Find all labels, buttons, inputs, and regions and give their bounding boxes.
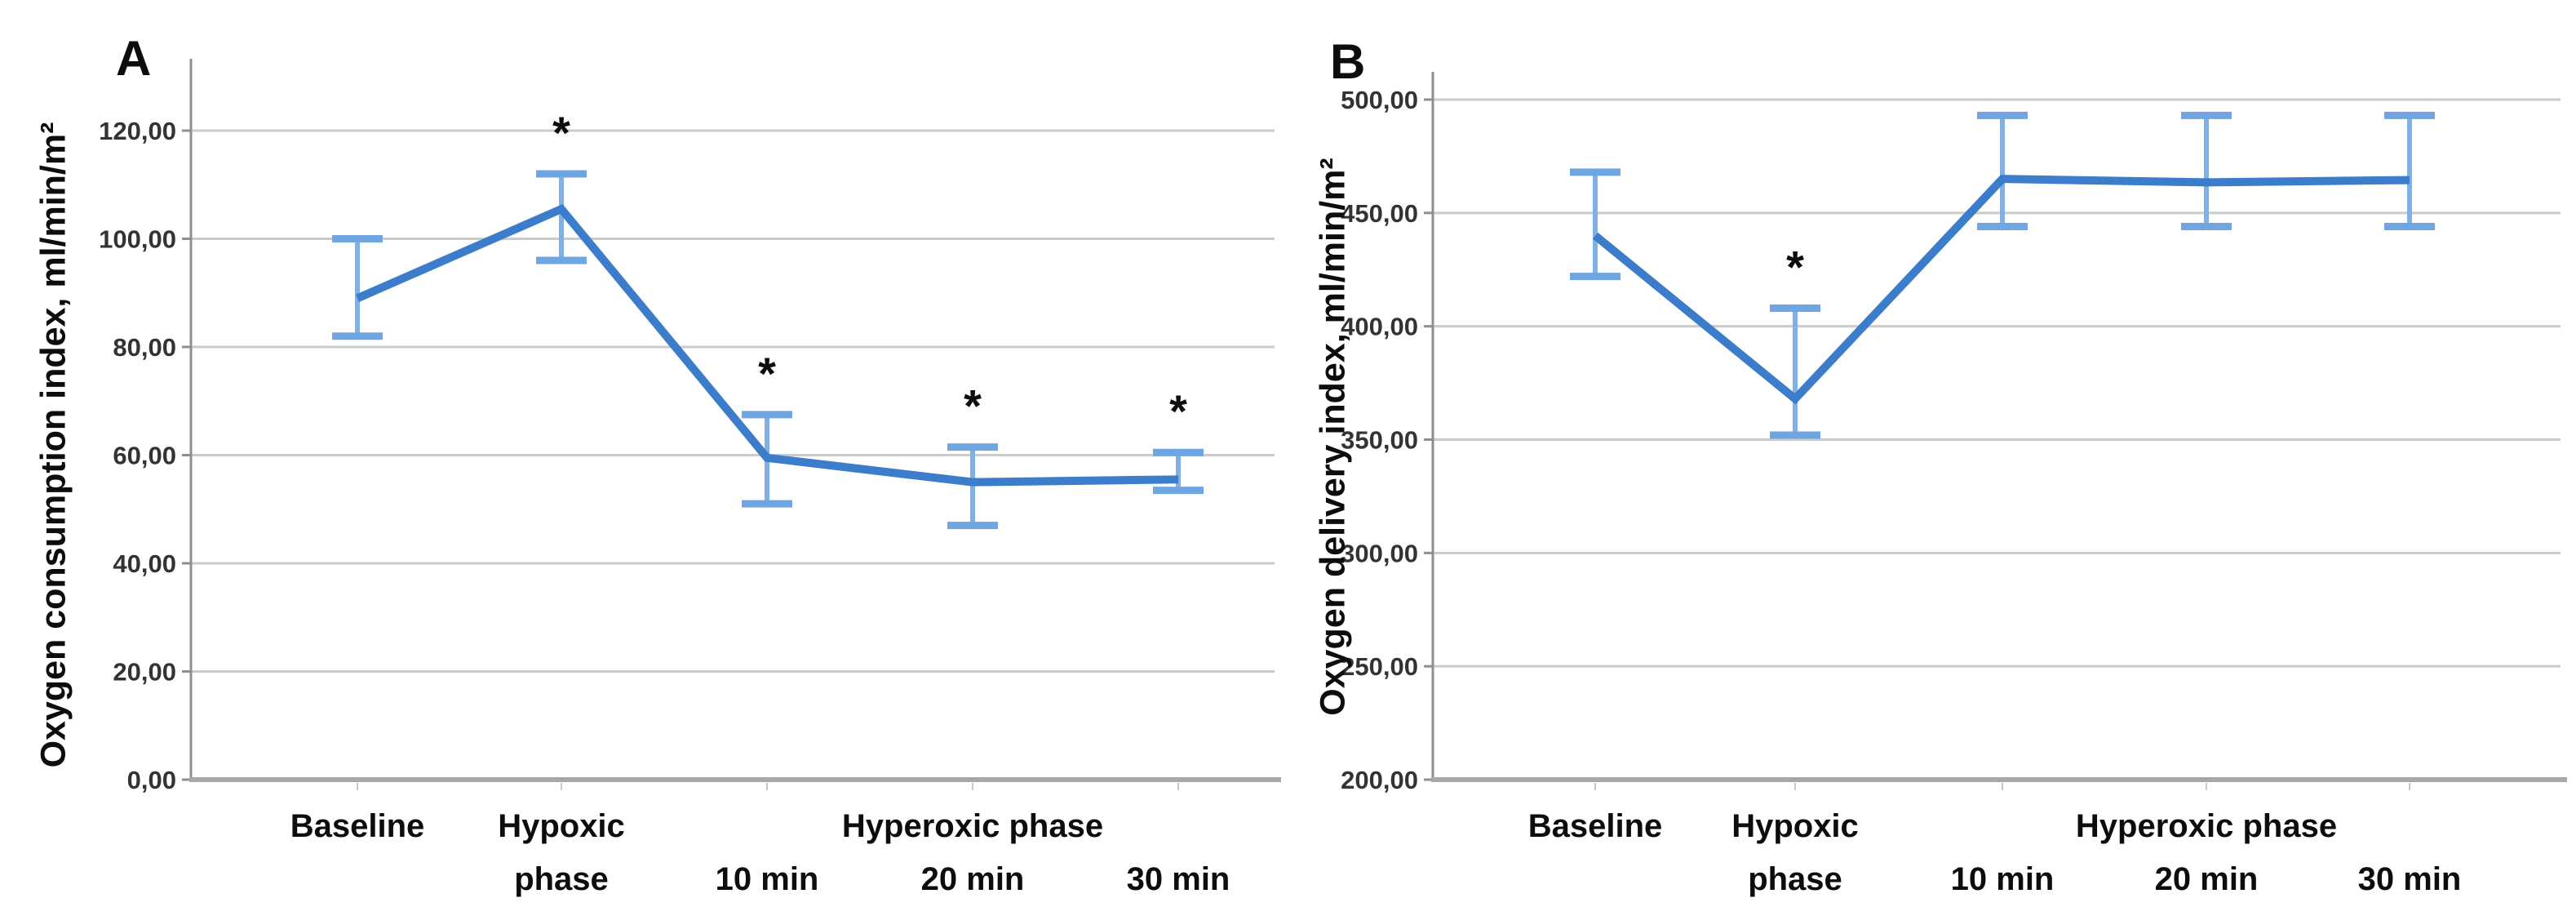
y-tick-label: 350,00 bbox=[1341, 426, 1418, 455]
group-label: Hyperoxic phase bbox=[842, 808, 1103, 844]
category-label: Hypoxic bbox=[498, 808, 625, 844]
y-tick-label: 40,00 bbox=[113, 549, 176, 578]
category-label: phase bbox=[1748, 861, 1842, 897]
significance-asterisk: * bbox=[964, 380, 982, 432]
category-label: Baseline bbox=[290, 808, 425, 844]
y-tick-label: 80,00 bbox=[113, 333, 176, 362]
category-label: 10 min bbox=[716, 861, 819, 897]
y-tick-label: 0,00 bbox=[127, 766, 176, 794]
significance-asterisk: * bbox=[758, 348, 776, 399]
category-label: 20 min bbox=[921, 861, 1025, 897]
y-tick-label: 450,00 bbox=[1341, 199, 1418, 228]
y-axis-title-a: Oxygen consumption index, ml/min/m² bbox=[33, 122, 73, 768]
category-label: Hypoxic bbox=[1731, 808, 1859, 844]
series-line bbox=[355, 203, 1179, 487]
y-tick-label: 120,00 bbox=[99, 117, 176, 145]
y-tick-label: 250,00 bbox=[1341, 652, 1418, 681]
category-label: 30 min bbox=[2358, 861, 2462, 897]
panel-a-letter: A bbox=[116, 31, 152, 86]
category-label: Baseline bbox=[1528, 808, 1663, 844]
category-label: 20 min bbox=[2155, 861, 2259, 897]
significance-asterisk: * bbox=[1786, 241, 1804, 292]
y-tick-label: 20,00 bbox=[113, 658, 176, 687]
y-axis-title-b: Oxygen delivery index, ml/min/m² bbox=[1313, 158, 1353, 716]
panel-b-letter: B bbox=[1330, 34, 1366, 89]
category-label: 30 min bbox=[1127, 861, 1230, 897]
y-tick-label: 500,00 bbox=[1341, 86, 1418, 114]
y-tick-label: 100,00 bbox=[99, 225, 176, 254]
y-tick-label: 200,00 bbox=[1341, 766, 1418, 794]
significance-asterisk: * bbox=[552, 107, 570, 158]
category-label: 10 min bbox=[1951, 861, 2055, 897]
series-line bbox=[1592, 175, 2410, 405]
group-label: Hyperoxic phase bbox=[2076, 808, 2337, 844]
category-label: phase bbox=[514, 861, 609, 897]
y-tick-label: 60,00 bbox=[113, 442, 176, 470]
significance-asterisk: * bbox=[1169, 385, 1187, 437]
y-tick-label: 300,00 bbox=[1341, 539, 1418, 567]
panel-b: 200,00 250,00 300,00 350,00 400,00 450,00 500,… bbox=[1341, 72, 2567, 897]
panel-a: 0,00 20,00 40,00 60,00 80,00 100,00 120,00 * * * *… bbox=[99, 59, 1281, 897]
y-tick-label: 400,00 bbox=[1341, 313, 1418, 341]
